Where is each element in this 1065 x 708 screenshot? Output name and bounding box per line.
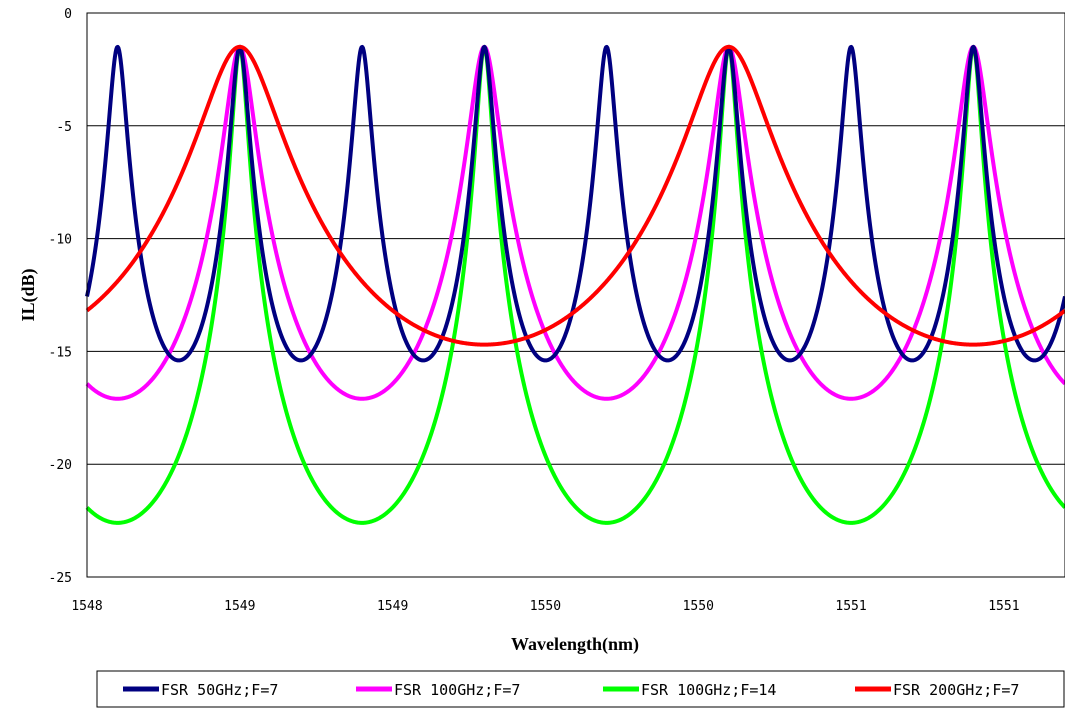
x-tick-label: 1551: [988, 599, 1019, 614]
x-tick-label: 1550: [530, 599, 561, 614]
x-axis-title: Wavelength(nm): [511, 634, 639, 655]
plot-area-frame: [86, 12, 1065, 578]
series-line: [85, 44, 1065, 525]
x-tick-label: 1549: [224, 599, 255, 614]
y-tick-labels: 0 -5 -10 -15 -20 -25: [49, 7, 72, 586]
legend-label: FSR 100GHz;F=7: [394, 681, 520, 699]
legend-box: [96, 670, 1065, 708]
y-tick-label: -10: [49, 233, 72, 248]
x-tick-labels: 1548 1549 1549 1550 1550 1551 1551: [71, 599, 1019, 614]
series-line: [85, 44, 1065, 347]
gridlines: [87, 125, 1065, 465]
series-lines: [85, 44, 1065, 525]
legend-label: FSR 100GHz;F=14: [641, 681, 776, 699]
x-tick-label: 1551: [835, 599, 866, 614]
y-axis-title: IL(dB): [18, 268, 39, 321]
x-tick-label: 1548: [71, 599, 102, 614]
y-tick-label: -25: [49, 571, 72, 586]
y-tick-label: -15: [49, 345, 72, 360]
y-tick-label: -5: [56, 120, 72, 135]
y-tick-label: -20: [49, 458, 72, 473]
legend: FSR 50GHz;F=7 FSR 100GHz;F=7 FSR 100GHz;F=…: [123, 681, 1019, 699]
series-line: [85, 44, 1065, 363]
y-tick-label: 0: [64, 7, 72, 22]
x-tick-label: 1549: [377, 599, 408, 614]
x-tick-label: 1550: [683, 599, 714, 614]
legend-label: FSR 50GHz;F=7: [161, 681, 278, 699]
legend-label: FSR 200GHz;F=7: [893, 681, 1019, 699]
